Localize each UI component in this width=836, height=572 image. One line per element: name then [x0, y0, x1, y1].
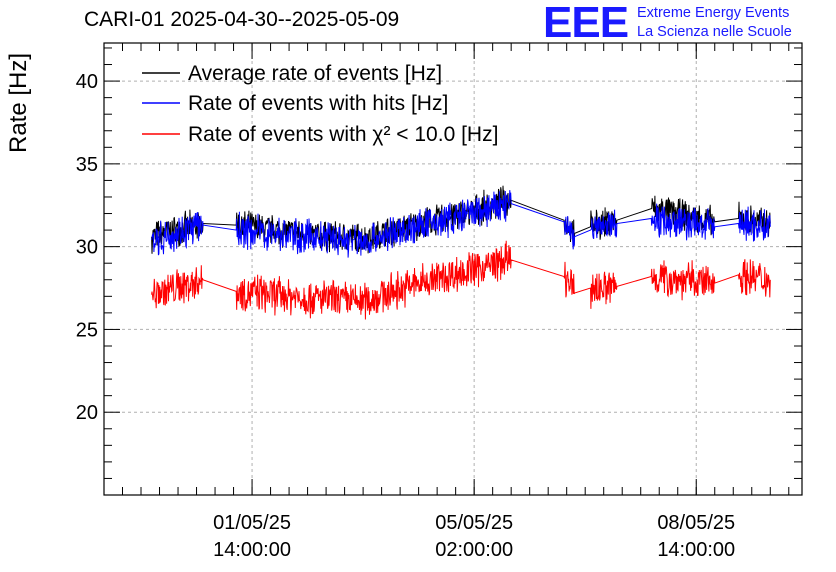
y-axis-label: Rate [Hz]	[5, 53, 32, 153]
legend: Average rate of events [Hz] Rate of event…	[142, 62, 498, 146]
axis-tick-labels: 20 25 30 35 40 01/05/25 14:00:00 05/05/25 02:00:…	[76, 71, 735, 561]
x-tick-time-label: 14:00:00	[657, 539, 735, 561]
chart-title: CARI-01 2025-04-30--2025-05-09	[84, 8, 400, 31]
y-tick-label: 20	[76, 402, 98, 424]
plot-frame	[103, 42, 803, 496]
y-tick-label: 40	[76, 71, 98, 93]
logo-caption-line2: La Scienza nelle Scuole	[637, 24, 792, 40]
series-layer	[151, 185, 771, 320]
x-tick-time-label: 14:00:00	[213, 539, 291, 561]
x-tick-date-label: 05/05/25	[435, 512, 513, 534]
y-tick-label: 30	[76, 237, 98, 259]
logo-caption: Extreme Energy Events La Scienza nelle S…	[637, 4, 792, 42]
legend-entry-label: Average rate of events [Hz]	[188, 62, 442, 85]
eee-logo: EEE	[543, 0, 629, 47]
x-tick-date-label: 08/05/25	[657, 512, 735, 534]
x-tick-time-label: 02:00:00	[435, 539, 513, 561]
x-tick-date-label: 01/05/25	[213, 512, 291, 534]
y-tick-label: 25	[76, 319, 98, 341]
legend-entry-label: Rate of events with hits [Hz]	[188, 92, 448, 115]
series-line	[151, 240, 771, 320]
axis-ticks	[103, 43, 802, 495]
series-line	[151, 190, 771, 258]
grid-lines	[104, 43, 802, 495]
legend-entry-label: Rate of events with χ² < 10.0 [Hz]	[188, 123, 498, 146]
y-tick-label: 35	[76, 154, 98, 176]
logo-caption-line1: Extreme Energy Events	[637, 5, 790, 21]
